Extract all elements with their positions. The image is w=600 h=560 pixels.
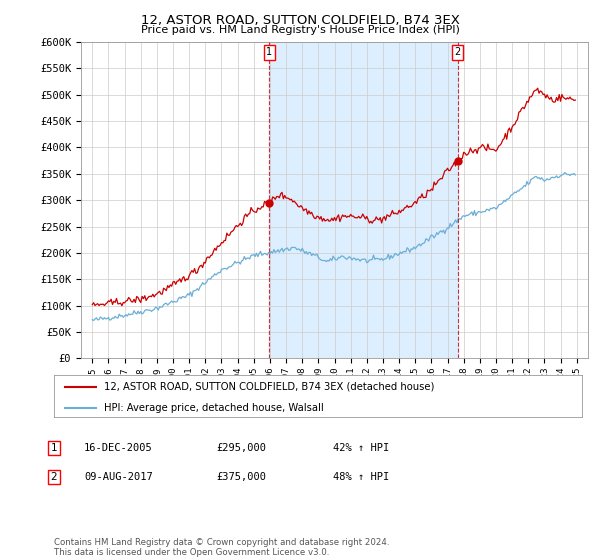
- Text: Contains HM Land Registry data © Crown copyright and database right 2024.
This d: Contains HM Land Registry data © Crown c…: [54, 538, 389, 557]
- Text: 12, ASTOR ROAD, SUTTON COLDFIELD, B74 3EX (detached house): 12, ASTOR ROAD, SUTTON COLDFIELD, B74 3E…: [104, 382, 434, 392]
- Text: £295,000: £295,000: [216, 443, 266, 453]
- Text: 16-DEC-2005: 16-DEC-2005: [84, 443, 153, 453]
- Text: 2: 2: [455, 47, 461, 57]
- Text: 48% ↑ HPI: 48% ↑ HPI: [333, 472, 389, 482]
- Text: £375,000: £375,000: [216, 472, 266, 482]
- Text: Price paid vs. HM Land Registry's House Price Index (HPI): Price paid vs. HM Land Registry's House …: [140, 25, 460, 35]
- Text: 1: 1: [266, 47, 272, 57]
- Bar: [269, 42, 458, 358]
- Text: 1: 1: [50, 443, 58, 453]
- Text: HPI: Average price, detached house, Walsall: HPI: Average price, detached house, Wals…: [104, 403, 324, 413]
- Text: 42% ↑ HPI: 42% ↑ HPI: [333, 443, 389, 453]
- Text: 2: 2: [50, 472, 58, 482]
- Text: 09-AUG-2017: 09-AUG-2017: [84, 472, 153, 482]
- Text: 12, ASTOR ROAD, SUTTON COLDFIELD, B74 3EX: 12, ASTOR ROAD, SUTTON COLDFIELD, B74 3E…: [140, 14, 460, 27]
